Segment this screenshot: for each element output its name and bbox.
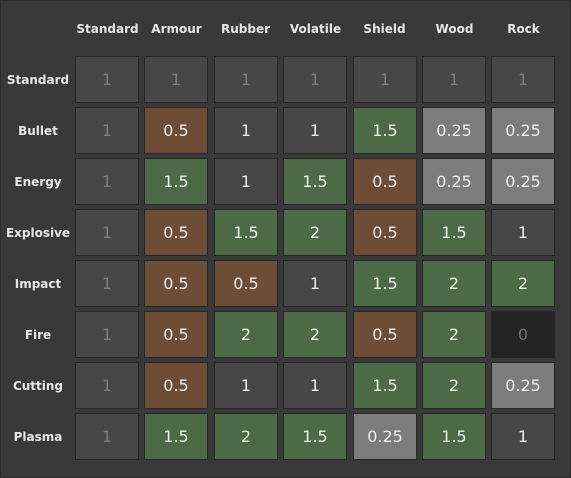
cell-standard-armour[interactable]: 1 (144, 56, 208, 103)
cell-plasma-shield[interactable]: 0.25 (353, 413, 417, 460)
cell-impact-shield[interactable]: 1.5 (353, 260, 417, 307)
cell-fire-shield[interactable]: 0.5 (353, 311, 417, 358)
row-header-cutting: Cutting (12, 379, 64, 393)
cell-cutting-wood[interactable]: 2 (422, 362, 486, 409)
row-header-standard: Standard (6, 73, 70, 87)
cell-fire-standard[interactable]: 1 (75, 311, 139, 358)
cell-energy-standard[interactable]: 1 (75, 158, 139, 205)
cell-explosive-rubber[interactable]: 1.5 (214, 209, 278, 256)
cell-bullet-wood[interactable]: 0.25 (422, 107, 486, 154)
cell-cutting-rubber[interactable]: 1 (214, 362, 278, 409)
cell-explosive-volatile[interactable]: 2 (283, 209, 347, 256)
cell-energy-wood[interactable]: 0.25 (422, 158, 486, 205)
cell-impact-standard[interactable]: 1 (75, 260, 139, 307)
cell-impact-rubber[interactable]: 0.5 (214, 260, 278, 307)
cell-fire-armour[interactable]: 0.5 (144, 311, 208, 358)
cell-plasma-rock[interactable]: 1 (491, 413, 555, 460)
cell-plasma-standard[interactable]: 1 (75, 413, 139, 460)
cell-impact-rock[interactable]: 2 (491, 260, 555, 307)
cell-energy-rubber[interactable]: 1 (214, 158, 278, 205)
cell-energy-volatile[interactable]: 1.5 (283, 158, 347, 205)
row-header-impact: Impact (14, 277, 62, 291)
cell-energy-armour[interactable]: 1.5 (144, 158, 208, 205)
column-header-armour: Armour (151, 22, 202, 36)
cell-standard-volatile[interactable]: 1 (283, 56, 347, 103)
cell-plasma-wood[interactable]: 1.5 (422, 413, 486, 460)
cell-cutting-shield[interactable]: 1.5 (353, 362, 417, 409)
cell-energy-rock[interactable]: 0.25 (491, 158, 555, 205)
cell-impact-armour[interactable]: 0.5 (144, 260, 208, 307)
cell-fire-rock[interactable]: 0 (491, 311, 555, 358)
cell-bullet-rock[interactable]: 0.25 (491, 107, 555, 154)
cell-explosive-wood[interactable]: 1.5 (422, 209, 486, 256)
column-header-standard: Standard (76, 22, 139, 36)
cell-fire-rubber[interactable]: 2 (214, 311, 278, 358)
cell-cutting-volatile[interactable]: 1 (283, 362, 347, 409)
cell-explosive-rock[interactable]: 1 (491, 209, 555, 256)
cell-plasma-volatile[interactable]: 1.5 (283, 413, 347, 460)
row-header-energy: Energy (14, 175, 62, 189)
cell-plasma-armour[interactable]: 1.5 (144, 413, 208, 460)
column-header-volatile: Volatile (289, 22, 342, 36)
row-header-explosive: Explosive (5, 226, 71, 240)
cell-fire-volatile[interactable]: 2 (283, 311, 347, 358)
cell-cutting-rock[interactable]: 0.25 (491, 362, 555, 409)
cell-bullet-standard[interactable]: 1 (75, 107, 139, 154)
cell-bullet-armour[interactable]: 0.5 (144, 107, 208, 154)
cell-fire-wood[interactable]: 2 (422, 311, 486, 358)
cell-explosive-shield[interactable]: 0.5 (353, 209, 417, 256)
cell-standard-rubber[interactable]: 1 (214, 56, 278, 103)
cell-explosive-standard[interactable]: 1 (75, 209, 139, 256)
cell-standard-wood[interactable]: 1 (422, 56, 486, 103)
column-header-wood: Wood (435, 22, 474, 36)
column-header-rock: Rock (507, 22, 540, 36)
cell-bullet-shield[interactable]: 1.5 (353, 107, 417, 154)
cell-standard-shield[interactable]: 1 (353, 56, 417, 103)
cell-cutting-standard[interactable]: 1 (75, 362, 139, 409)
cell-bullet-rubber[interactable]: 1 (214, 107, 278, 154)
cell-explosive-armour[interactable]: 0.5 (144, 209, 208, 256)
column-header-rubber: Rubber (220, 22, 271, 36)
row-header-fire: Fire (24, 328, 52, 342)
cell-impact-volatile[interactable]: 1 (283, 260, 347, 307)
cell-impact-wood[interactable]: 2 (422, 260, 486, 307)
cell-plasma-rubber[interactable]: 2 (214, 413, 278, 460)
row-header-plasma: Plasma (13, 430, 63, 444)
cell-energy-shield[interactable]: 0.5 (353, 158, 417, 205)
cell-standard-standard[interactable]: 1 (75, 56, 139, 103)
cell-cutting-armour[interactable]: 0.5 (144, 362, 208, 409)
column-header-shield: Shield (363, 22, 406, 36)
cell-standard-rock[interactable]: 1 (491, 56, 555, 103)
row-header-bullet: Bullet (18, 124, 58, 138)
cell-bullet-volatile[interactable]: 1 (283, 107, 347, 154)
